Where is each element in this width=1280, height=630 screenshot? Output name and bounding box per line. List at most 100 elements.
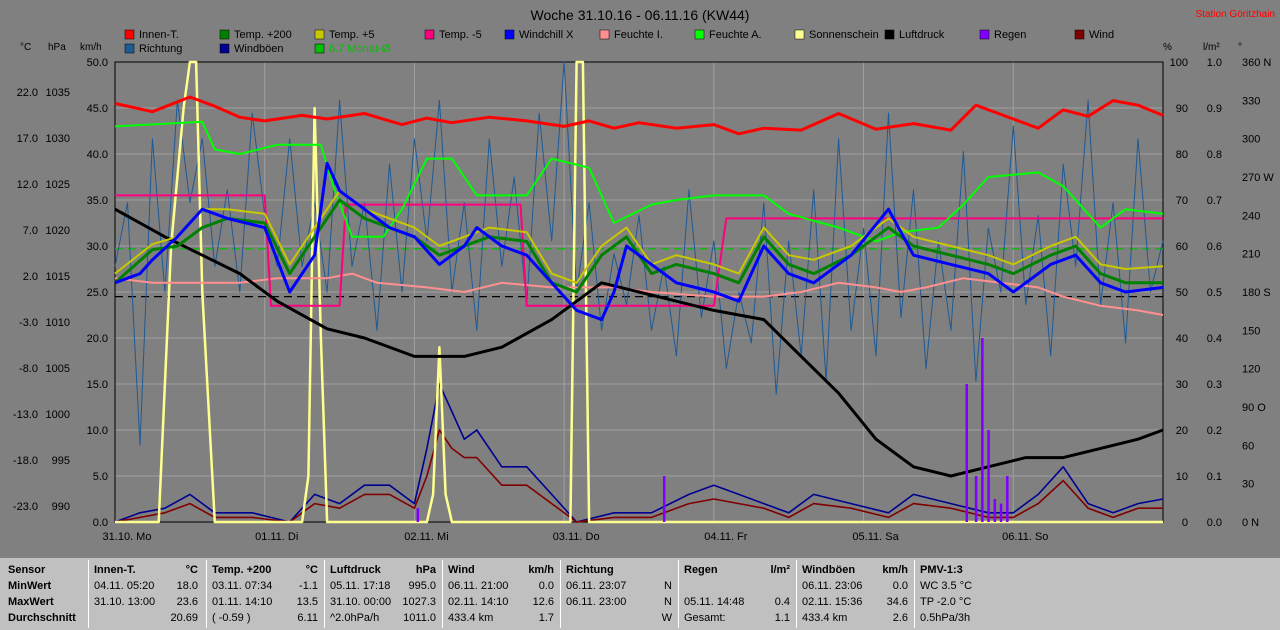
stats-cell-time: 02.11. 15:36: [802, 596, 863, 608]
direction-tick: 300: [1242, 134, 1260, 146]
legend-label-feuchte-i: Feuchte I.: [614, 29, 663, 41]
humidity-tick: 40: [1176, 333, 1188, 345]
pressure-tick: 1020: [46, 225, 70, 237]
stats-cell-time: TP -2.0 °C: [920, 596, 972, 608]
temp-tick: 12.0: [17, 179, 38, 191]
x-tick-label: 04.11. Fr: [704, 531, 748, 543]
humidity-tick: 90: [1176, 103, 1188, 115]
axes: 22.0 17.0 12.0 7.0 2.0 -3.0 -8.0 -13.0 -18.0 -23.…: [13, 57, 1274, 543]
stats-cell-value: 12.6: [532, 596, 554, 608]
pressure-tick: 1010: [46, 317, 70, 329]
legend: Innen-T. Temp. +200 Temp. +5 Temp. -5 Windch…: [124, 29, 1114, 55]
pressure-tick: 995: [52, 455, 70, 467]
wind-tick: 20.0: [87, 333, 108, 345]
direction-tick: 360 N: [1242, 57, 1271, 69]
legend-label-luftdruck: Luftdruck: [899, 29, 945, 41]
pressure-tick: 1035: [46, 87, 70, 99]
legend-swatch-richtung: [124, 43, 135, 54]
x-tick-label: 03.11. Do: [553, 531, 600, 543]
stats-column-pmv-1-3: PMV-1:3 WC 3.5 °C TP -2.0 °C 0.5hPa/3h: [920, 558, 1030, 630]
humidity-tick: 50: [1176, 287, 1188, 299]
stats-cell-value: 18.0: [176, 580, 198, 592]
axis-unit-rain: l/m²: [1203, 42, 1220, 53]
rain-bar: [974, 476, 978, 522]
stats-column-title: Windböen: [802, 564, 856, 576]
rain-tick: 0.0: [1207, 517, 1222, 529]
stats-separator: [88, 560, 89, 628]
axis-unit-kmh: km/h: [80, 42, 102, 53]
temp-tick: -18.0: [13, 455, 38, 467]
stats-column-temp-200: Temp. +200 °C 03.11. 07:34 -1.1 01.11. 14:10…: [212, 558, 322, 630]
direction-tick: 0 N: [1242, 517, 1259, 529]
stats-cell-time: ( -0.59 ): [212, 612, 251, 624]
stats-column-richtung: Richtung 06.11. 23:07 N 06.11. 23:00 N W: [566, 558, 676, 630]
rain-tick: 0.9: [1207, 103, 1222, 115]
plot-area: [114, 60, 1164, 524]
stats-cell-time: WC 3.5 °C: [920, 580, 973, 592]
direction-tick: 90 O: [1242, 402, 1266, 414]
stats-column-unit: l/m²: [770, 564, 790, 576]
legend-label-richtung: Richtung: [139, 43, 182, 55]
stats-column-innen-t: Innen-T. °C 04.11. 05:20 18.0 31.10. 13:00 23…: [94, 558, 202, 630]
legend-swatch-temp-5: [424, 29, 435, 40]
stats-cell-value: N: [664, 596, 672, 608]
direction-tick: 270 W: [1242, 172, 1274, 184]
humidity-tick: 100: [1170, 57, 1188, 69]
wind-tick: 10.0: [87, 425, 108, 437]
stats-column-luftdruck: Luftdruck hPa 05.11. 17:18 995.0 31.10. 00:0…: [330, 558, 440, 630]
temp-tick: -8.0: [19, 363, 38, 375]
wind-tick: 25.0: [87, 287, 108, 299]
direction-tick: 330: [1242, 95, 1260, 107]
rain-tick: 0.6: [1207, 241, 1222, 253]
temp-tick: 22.0: [17, 87, 38, 99]
rain-bar: [981, 338, 984, 522]
legend-label-wind: Wind: [1089, 29, 1114, 41]
stats-separator: [796, 560, 797, 628]
rain-bar: [993, 499, 997, 522]
stats-cell-time: ^2.0hPa/h: [330, 612, 380, 624]
series-line-windchill-x: [114, 161, 1164, 322]
humidity-tick: 60: [1176, 241, 1188, 253]
legend-label-windchill-x: Windchill X: [519, 29, 574, 41]
stats-cell-time: 06.11. 23:06: [802, 580, 863, 592]
legend-swatch-luftdruck: [884, 29, 895, 40]
stats-cell-value: N: [664, 580, 672, 592]
x-tick-label: 06.11. So: [1002, 531, 1048, 543]
x-tick-label: 31.10. Mo: [103, 531, 152, 543]
pressure-tick: 1025: [46, 179, 70, 191]
legend-label-feuchte-a: Feuchte A.: [709, 29, 762, 41]
stats-row-label: Sensor: [8, 564, 46, 576]
stats-separator: [560, 560, 561, 628]
stats-cell-time: 05.11. 14:48: [684, 596, 745, 608]
temp-tick: 7.0: [23, 225, 38, 237]
wind-tick: 5.0: [93, 471, 108, 483]
pressure-tick: 1005: [46, 363, 70, 375]
series-line-innen-t: [114, 95, 1164, 136]
stats-cell-time: 433.4 km: [448, 612, 494, 624]
x-tick-label: 02.11. Mi: [404, 531, 448, 543]
x-tick-label: 01.11. Di: [255, 531, 298, 543]
humidity-tick: 20: [1176, 425, 1188, 437]
stats-cell-value: 34.6: [886, 596, 908, 608]
stats-cell-value: 13.5: [296, 596, 318, 608]
stats-column-title: PMV-1:3: [920, 564, 963, 576]
series-line-richtung: [114, 61, 1164, 446]
legend-label-temp-200: Temp. +200: [234, 29, 292, 41]
stats-separator: [206, 560, 207, 628]
legend-swatch-feuchte-i: [599, 29, 610, 40]
stats-cell-value: W: [661, 612, 672, 624]
legend-swatch-temp-5: [314, 29, 325, 40]
direction-tick: 150: [1242, 325, 1260, 337]
stats-cell-time: Gesamt:: [684, 612, 726, 624]
chart-background: [0, 0, 1280, 558]
humidity-tick: 70: [1176, 195, 1188, 207]
legend-swatch-regen: [979, 29, 990, 40]
stats-cell-time: 433.4 km: [802, 612, 848, 624]
rain-bar: [965, 384, 968, 522]
stats-cell-time: 06.11. 21:00: [448, 580, 509, 592]
chart-title: Woche 31.10.16 - 06.11.16 (KW44): [531, 7, 750, 23]
stats-column-title: Regen: [684, 564, 718, 576]
humidity-tick: 30: [1176, 379, 1188, 391]
stats-separator: [678, 560, 679, 628]
humidity-tick: 0: [1182, 517, 1188, 529]
